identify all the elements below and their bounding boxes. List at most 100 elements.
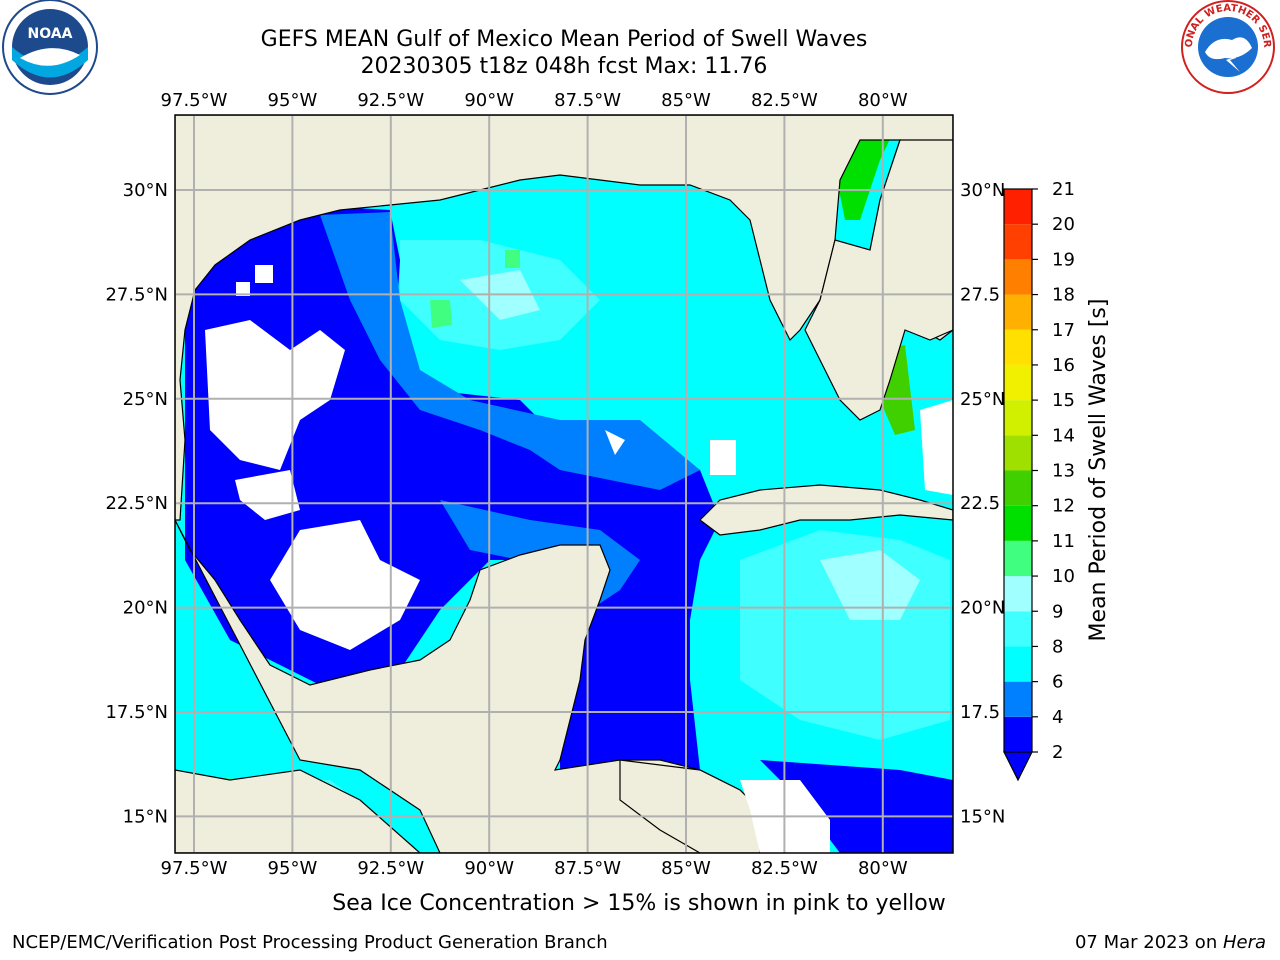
no-data-patch [236,282,250,296]
colorbar-tick-label: 9 [1052,601,1063,622]
land-cuba [699,484,953,536]
nws-logo: NATIONAL WEATHER SERVICE [0,0,1275,94]
map-frame [174,114,954,854]
chart-title: GEFS MEAN Gulf of Mexico Mean Period of … [260,27,868,52]
noaa-logo: NOAA [2,0,98,95]
lat-tick-label: 22.5 [960,493,1000,514]
colorbar-tick-label: 6 [1052,672,1063,693]
colorbar-tick-label: 8 [1052,636,1063,657]
colorbar-tick-label: 18 [1052,285,1075,306]
colorbar-segment [1004,189,1032,225]
lon-tick-label: 87.5°W [554,858,621,879]
lon-tick-label: 85°W [661,90,711,111]
colorbar-segment [1004,716,1032,752]
map-gridlines [175,115,953,853]
svg-text:NATIONAL WEATHER SERVICE: NATIONAL WEATHER SERVICE [0,0,1272,48]
colorbar-segment [1004,259,1032,295]
lon-tick-label: 82.5°W [751,90,818,111]
no-data-patch [920,400,953,495]
lon-tick-label: 92.5°W [357,90,424,111]
lon-tick-label: 97.5°W [161,858,228,879]
lon-tick-label: 92.5°W [357,858,424,879]
lat-tick-label: 17.5 [960,702,1000,723]
colorbar-segment [1004,470,1032,506]
colorbar-segment [1004,294,1032,330]
footer-date-text: 07 Mar 2023 on [1074,932,1223,953]
lat-tick-label: 15°N [123,806,168,827]
lon-tick-label: 87.5°W [554,90,621,111]
colorbar: 2 4 6 8 9 10 11 12 13 14 15 16 17 18 19 20 21 [1003,179,1075,782]
colorbar-tick-label: 4 [1052,707,1063,728]
land-florida [804,139,953,421]
footer-credit: NCEP/EMC/Verification Post Processing Pr… [12,932,608,953]
colorbar-segment [1004,400,1032,436]
no-data-patch [235,470,300,520]
lat-tick-label: 15°N [960,806,1005,827]
lon-tick-label: 95°W [268,90,318,111]
footer-host: Hera [1222,932,1266,953]
sea-ice-note: Sea Ice Concentration > 15% is shown in … [332,891,946,916]
colorbar-segment [1004,329,1032,365]
colorbar-label: Mean Period of Swell Waves [s] [1086,299,1111,642]
no-data-patch [205,320,345,470]
lat-tick-label: 25°N [960,389,1005,410]
colorbar-tick-label: 21 [1052,179,1075,200]
lat-tick-label: 20°N [960,598,1005,619]
colorbar-segment [1004,435,1032,471]
lon-tick-label: 85°W [661,858,711,879]
lat-ticks-left: 30°N 27.5°N 25°N 22.5°N 20°N 17.5°N 15°N [105,180,168,827]
lon-tick-label: 80°W [858,858,908,879]
lon-tick-label: 97.5°W [161,90,228,111]
colorbar-tick-label: 19 [1052,249,1075,270]
lat-tick-label: 27.5°N [105,284,168,305]
colorbar-segment [1004,540,1032,577]
colorbar-segment [1004,364,1032,401]
land-honduras [619,759,761,853]
green-spot [430,300,452,328]
lon-ticks-top: 97.5°W 95°W 92.5°W 90°W 87.5°W 85°W 82.5°W 80°W [161,90,908,111]
colorbar-tick-label: 12 [1052,496,1075,517]
no-data-patch [255,265,273,283]
lat-tick-label: 30°N [123,180,168,201]
colorbar-tick-label: 16 [1052,355,1075,376]
lat-tick-label: 30°N [960,180,1005,201]
no-data-patch [605,430,625,455]
lat-tick-label: 17.5°N [105,702,168,723]
caribbean-blue [760,760,953,853]
lon-ticks-bottom: 97.5°W 95°W 92.5°W 90°W 87.5°W 85°W 82.5°W 80°W [161,858,908,879]
colorbar-tick-label: 2 [1052,742,1063,763]
colorbar-segment [1004,646,1032,682]
colorbar-tick-label: 13 [1052,461,1075,482]
lat-tick-label: 22.5°N [105,493,168,514]
colorbar-segment [1004,224,1032,260]
lon-tick-label: 90°W [464,858,514,879]
svg-text:NOAA: NOAA [28,26,73,42]
colorbar-segment [1004,505,1032,541]
colorbar-tick-label: 14 [1052,425,1075,446]
colorbar-tick-label: 15 [1052,390,1075,411]
colorbar-segment [1004,611,1032,647]
no-data-patch [710,440,736,475]
footer-date: 07 Mar 2023 on Hera [1075,932,1266,953]
colorbar-tick-label: 10 [1052,566,1075,587]
lon-tick-label: 90°W [464,90,514,111]
chart-subtitle: 20230305 t18z 048h fcst Max: 11.76 [360,54,768,79]
lon-tick-label: 82.5°W [751,858,818,879]
lon-tick-label: 80°W [858,90,908,111]
colorbar-tick-label: 17 [1052,320,1075,341]
pale-cyan-region [820,550,920,620]
green-spot [505,250,520,268]
no-data-patch [270,520,420,650]
colorbar-extend-arrow [1003,751,1033,782]
lat-ticks-right: 30°N 27.5 25°N 22.5 20°N 17.5 15°N [960,180,1005,827]
lat-tick-label: 20°N [123,598,168,619]
lat-tick-label: 25°N [123,389,168,410]
mid-blue-band [320,212,700,490]
colorbar-tick-label: 20 [1052,214,1075,235]
colorbar-tick-label: 11 [1052,531,1075,552]
lon-tick-label: 95°W [268,858,318,879]
colorbar-segment [1004,576,1032,612]
lat-tick-label: 27.5 [960,284,1000,305]
colorbar-segment [1004,681,1032,717]
